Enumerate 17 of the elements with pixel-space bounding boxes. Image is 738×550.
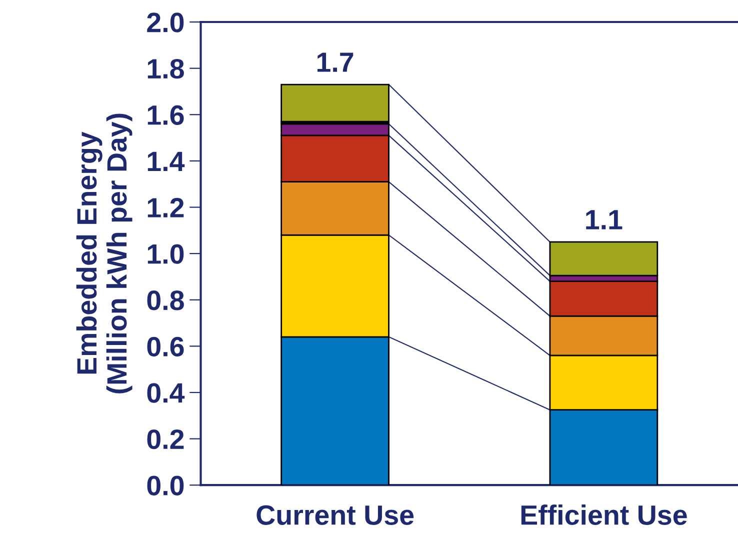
y-tick-label: 1.6 (148, 105, 184, 125)
y-tick-label: 1.0 (148, 244, 184, 264)
y-axis-title: Embedded Energy (Million kWh per Day) (76, 114, 132, 394)
y-tick-label: 1.4 (148, 152, 185, 171)
y-tick-label: 0.6 (147, 336, 184, 357)
y-tick-label: 0.4 (147, 383, 185, 403)
y-tick-label: 0.8 (147, 290, 184, 310)
x-tick-label: Current Use (256, 505, 414, 525)
y-tick-label: 1.8 (148, 58, 184, 79)
total-label: 1.1 (586, 210, 622, 230)
bar (280, 84, 390, 122)
y-tick-label: 0.0 (147, 476, 184, 496)
total-label: 1.7 (317, 52, 354, 72)
x-tick-label: Efficient Use (521, 504, 687, 525)
y-tick-label: 1.2 (148, 198, 184, 218)
y-tick-label: 2.0 (147, 12, 184, 32)
y-tick-label: 0.2 (147, 429, 184, 450)
